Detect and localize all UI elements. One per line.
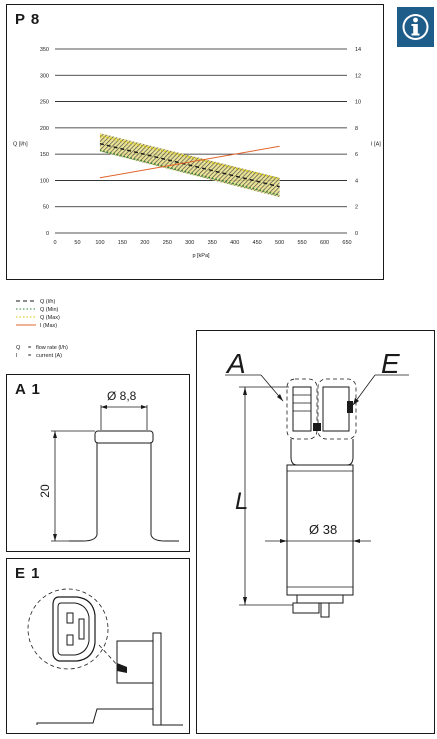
y-axis-label-left: Q [l/h] (13, 142, 28, 148)
y-tick-label-left: 250 (40, 100, 49, 106)
legend-label: I (Max) (40, 323, 57, 329)
diameter-38-label: Ø 38 (309, 522, 337, 537)
y-tick-label-right: 14 (355, 47, 361, 53)
y-tick-label-left: 0 (46, 231, 49, 237)
fuel-pump-drawing: A E Ø 38 (225, 348, 409, 618)
y-tick-label-left: 300 (40, 73, 49, 79)
y-tick-label-right: 10 (355, 100, 361, 106)
x-tick-label: 500 (275, 240, 284, 246)
pump-drawing-panel: A E Ø 38 (196, 330, 435, 734)
x-tick-label: 150 (118, 240, 127, 246)
label-a: A (225, 348, 246, 379)
info-icon (397, 7, 434, 47)
x-tick-label: 350 (208, 240, 217, 246)
x-tick-label: 300 (185, 240, 194, 246)
x-tick-label: 650 (342, 240, 351, 246)
series-line (99, 145, 280, 179)
a1-title: A 1 (15, 381, 41, 398)
note-symbol: Q (16, 345, 21, 351)
y-tick-label-right: 8 (355, 126, 358, 132)
x-tick-label: 400 (230, 240, 239, 246)
y-tick-label-right: 12 (355, 73, 361, 79)
chart-panel: P 8 0 0 50 2 100 4 150 6 200 8 250 10 300 12 350 14 0 50 1… (6, 4, 384, 280)
x-tick-label: 200 (140, 240, 149, 246)
a1-height-label: 20 (38, 484, 52, 498)
note-equals: = (28, 353, 31, 359)
a1-panel: A 1 Ø 8,8 20 (6, 374, 190, 552)
y-tick-label-right: 2 (355, 205, 358, 211)
x-axis-label: p [kPa] (192, 253, 210, 259)
legend-label: Q (Max) (40, 315, 60, 321)
label-e: E (381, 348, 400, 379)
note-text: current (A) (36, 353, 62, 359)
series-line (99, 149, 280, 196)
x-tick-label: 50 (74, 240, 80, 246)
y-tick-label-right: 6 (355, 152, 358, 158)
x-tick-label: 600 (320, 240, 329, 246)
legend-label: Q (l/h) (40, 299, 55, 305)
y-tick-label-left: 100 (40, 178, 49, 184)
y-tick-label-left: 350 (40, 47, 49, 53)
chart-title: P 8 (15, 11, 41, 28)
x-tick-label: 0 (53, 240, 56, 246)
series-line (99, 142, 280, 188)
note-text: flow rate (l/h) (36, 345, 68, 351)
a1-diameter-label: Ø 8,8 (107, 389, 137, 403)
e1-title: E 1 (15, 565, 41, 582)
x-tick-label: 100 (95, 240, 104, 246)
length-l-label: L (235, 488, 248, 515)
e1-panel: E 1 (6, 558, 190, 734)
y-axis-label-right: I [A] (371, 142, 381, 148)
legend-label: Q (Min) (40, 307, 59, 313)
e1-connector-drawing (27, 588, 183, 726)
series-line (99, 135, 280, 180)
chart-legend: Q (l/h) Q (Min) Q (Max) I (Max) Q = flow rate … (14, 296, 164, 366)
y-tick-label-right: 0 (355, 231, 358, 237)
y-tick-label-left: 150 (40, 152, 49, 158)
a1-connector-drawing: Ø 8,8 20 (38, 389, 179, 542)
note-equals: = (28, 345, 31, 351)
y-tick-label-left: 50 (43, 205, 49, 211)
y-tick-label-left: 200 (40, 126, 49, 132)
note-symbol: I (16, 353, 18, 359)
x-tick-label: 250 (163, 240, 172, 246)
y-tick-label-right: 4 (355, 178, 358, 184)
x-tick-label: 550 (297, 240, 306, 246)
x-tick-label: 450 (253, 240, 262, 246)
